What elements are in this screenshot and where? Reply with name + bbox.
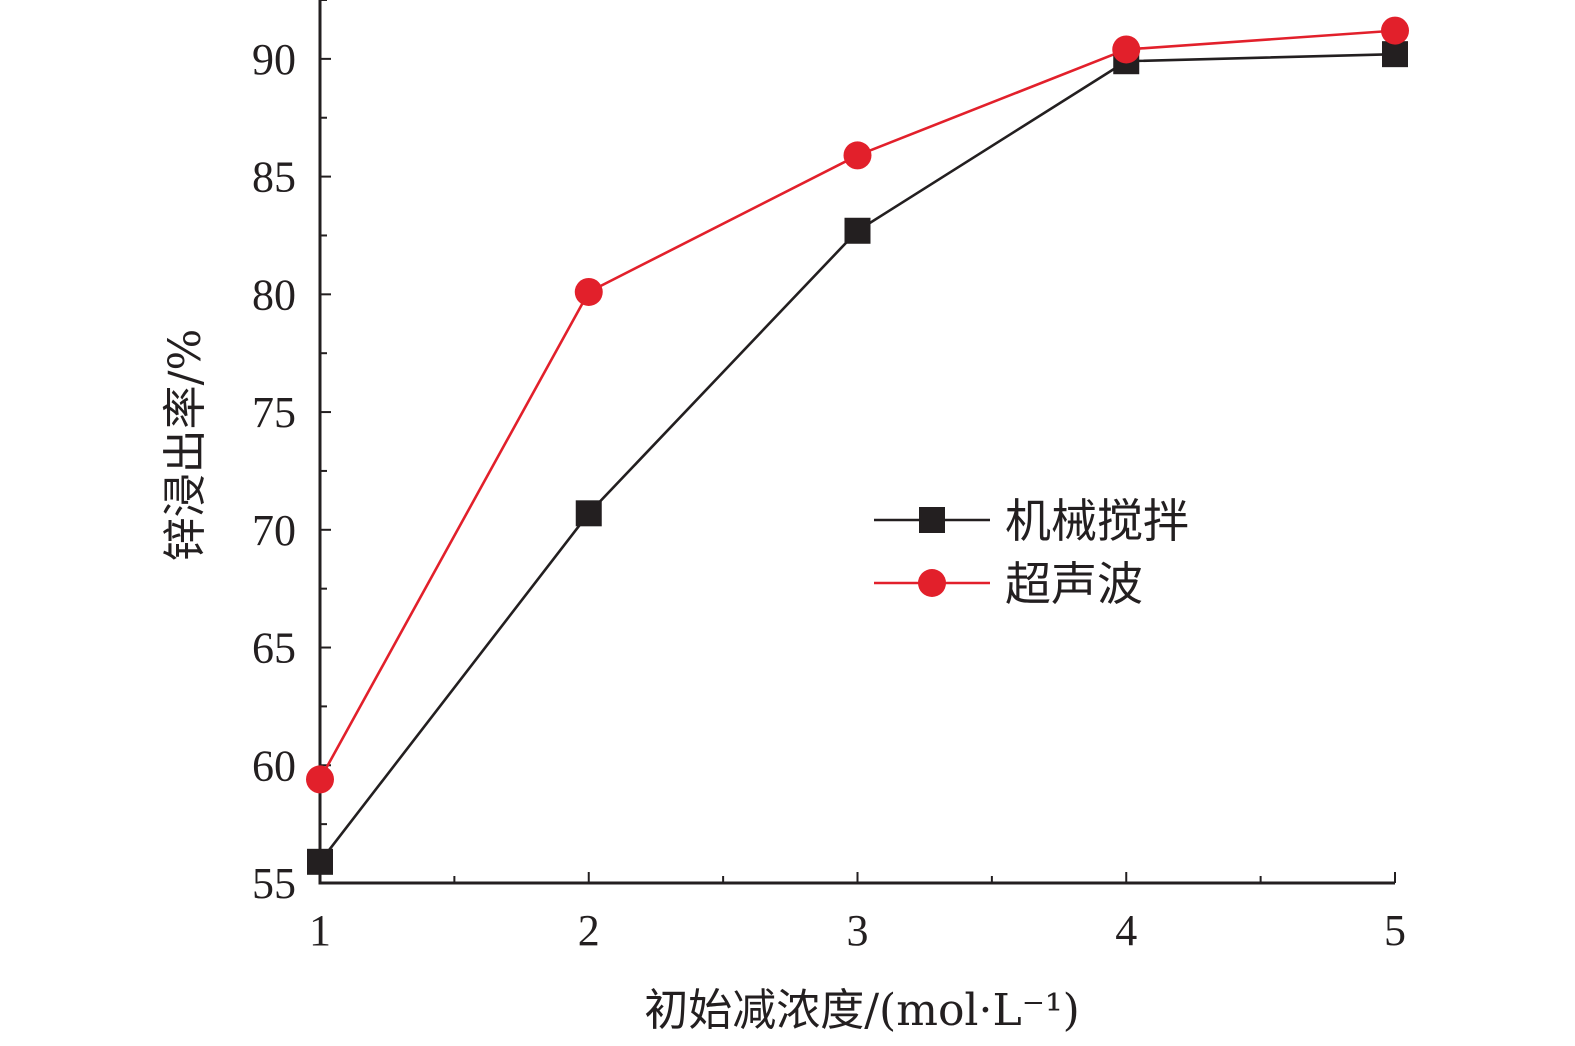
legend-label-2: 超声波 <box>1005 557 1143 611</box>
y-tick-label: 75 <box>252 388 296 437</box>
circle-marker <box>843 141 872 170</box>
series-line-1 <box>318 52 1396 863</box>
x-tick-label: 3 <box>847 906 869 955</box>
circle-marker <box>1381 16 1409 45</box>
circle-marker <box>306 765 334 794</box>
y-tick-label: 85 <box>252 153 296 202</box>
axes <box>318 0 1395 885</box>
y-tick-label: 55 <box>252 859 296 908</box>
y-tick-label: 80 <box>252 270 296 319</box>
square-marker <box>575 500 602 527</box>
y-tick-label: 60 <box>252 741 296 790</box>
legend-label-1: 机械搅拌 <box>1005 494 1189 548</box>
ticks: 55 60 65 70 75 80 85 90 1 2 3 4 5 <box>252 0 1406 955</box>
x-tick-label: 1 <box>309 906 331 955</box>
legend-circle-marker <box>918 569 946 597</box>
square-marker <box>1382 41 1408 68</box>
x-axis-title: 初始减浓度/(mol·L⁻¹) <box>644 985 1080 1036</box>
y-tick-label: 90 <box>252 35 296 84</box>
x-tick-label: 5 <box>1384 906 1406 955</box>
circle-marker <box>1112 35 1141 64</box>
legend-square-marker <box>919 507 945 533</box>
x-tick-label: 4 <box>1115 906 1137 955</box>
x-tick-label: 2 <box>578 906 600 955</box>
square-marker <box>844 217 871 244</box>
series-markers <box>306 16 1409 875</box>
circle-marker <box>574 277 603 306</box>
y-tick-label: 70 <box>252 506 296 555</box>
y-axis-title: 锌浸出率/% <box>160 329 211 562</box>
y-tick-label: 65 <box>252 624 296 673</box>
square-marker <box>307 848 333 875</box>
